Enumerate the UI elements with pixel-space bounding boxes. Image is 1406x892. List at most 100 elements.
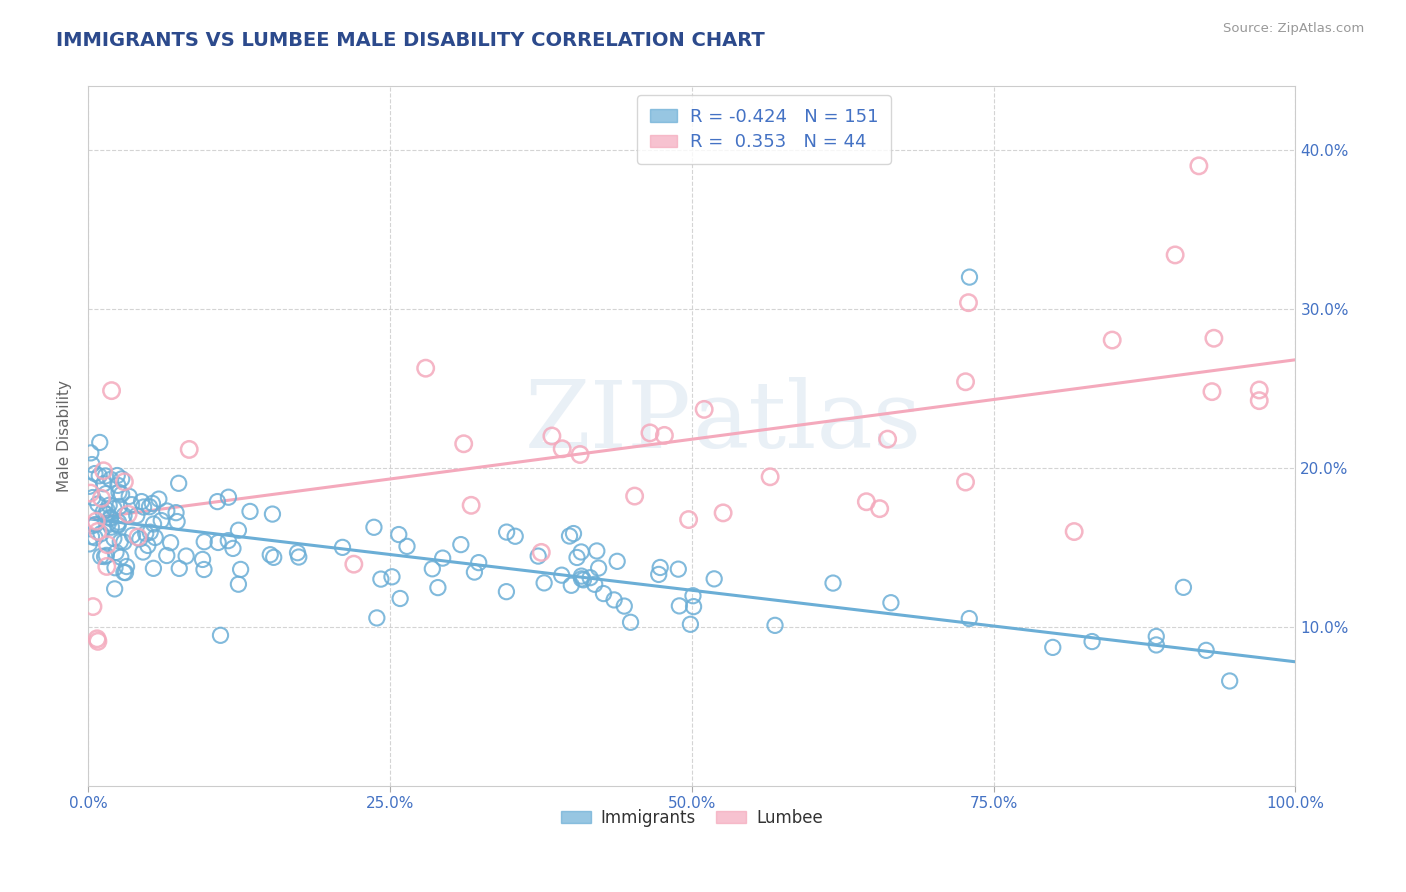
Point bbox=[287, 549, 309, 564]
Point bbox=[682, 589, 704, 603]
Point bbox=[90, 491, 112, 506]
Point bbox=[654, 428, 676, 442]
Point bbox=[541, 429, 564, 443]
Point bbox=[165, 506, 187, 520]
Point bbox=[117, 507, 139, 521]
Point bbox=[84, 514, 107, 528]
Point bbox=[100, 472, 122, 486]
Point bbox=[100, 520, 122, 534]
Point bbox=[1188, 159, 1211, 173]
Point bbox=[79, 537, 101, 551]
Point bbox=[131, 494, 153, 508]
Point bbox=[533, 575, 555, 590]
Point bbox=[565, 550, 588, 565]
Point bbox=[467, 556, 489, 570]
Point bbox=[80, 519, 103, 533]
Point bbox=[96, 549, 118, 563]
Point bbox=[98, 498, 121, 512]
Point bbox=[90, 526, 112, 541]
Point bbox=[139, 525, 162, 540]
Point bbox=[571, 569, 593, 583]
Point bbox=[142, 516, 165, 531]
Point bbox=[569, 448, 592, 462]
Point bbox=[579, 571, 602, 585]
Point bbox=[1249, 383, 1271, 397]
Point bbox=[711, 506, 734, 520]
Point bbox=[619, 615, 641, 630]
Point bbox=[150, 514, 173, 528]
Point bbox=[370, 572, 392, 586]
Point bbox=[89, 468, 111, 483]
Point bbox=[1249, 393, 1271, 408]
Point bbox=[80, 458, 103, 472]
Point bbox=[82, 599, 104, 614]
Point bbox=[666, 562, 689, 576]
Legend: Immigrants, Lumbee: Immigrants, Lumbee bbox=[554, 802, 830, 833]
Point bbox=[592, 586, 614, 600]
Point bbox=[94, 507, 117, 521]
Point bbox=[955, 375, 977, 389]
Point bbox=[100, 511, 122, 525]
Point bbox=[217, 490, 239, 504]
Point bbox=[156, 504, 179, 518]
Point bbox=[1081, 634, 1104, 648]
Point bbox=[1202, 331, 1225, 345]
Y-axis label: Male Disability: Male Disability bbox=[58, 380, 72, 492]
Point bbox=[259, 548, 281, 562]
Point bbox=[148, 492, 170, 507]
Text: atlas: atlas bbox=[692, 377, 921, 467]
Point bbox=[613, 599, 636, 613]
Point bbox=[606, 554, 628, 568]
Point bbox=[527, 549, 550, 563]
Point bbox=[96, 559, 118, 574]
Point bbox=[132, 500, 155, 514]
Point bbox=[91, 505, 114, 519]
Point bbox=[648, 567, 671, 582]
Point bbox=[96, 538, 118, 552]
Point bbox=[89, 435, 111, 450]
Point bbox=[395, 540, 418, 554]
Point bbox=[166, 515, 188, 529]
Text: Source: ZipAtlas.com: Source: ZipAtlas.com bbox=[1223, 22, 1364, 36]
Point bbox=[114, 566, 136, 580]
Point bbox=[460, 498, 482, 512]
Point bbox=[87, 524, 110, 539]
Point bbox=[138, 500, 160, 514]
Point bbox=[550, 568, 572, 582]
Point bbox=[104, 560, 127, 574]
Point bbox=[167, 561, 190, 575]
Point bbox=[263, 550, 285, 565]
Point bbox=[159, 535, 181, 549]
Point bbox=[453, 436, 475, 450]
Text: IMMIGRANTS VS LUMBEE MALE DISABILITY CORRELATION CHART: IMMIGRANTS VS LUMBEE MALE DISABILITY COR… bbox=[56, 31, 765, 50]
Point bbox=[156, 549, 179, 563]
Point bbox=[821, 576, 844, 591]
Point bbox=[763, 618, 786, 632]
Point bbox=[880, 596, 903, 610]
Point bbox=[207, 494, 229, 508]
Point bbox=[959, 270, 981, 285]
Point bbox=[228, 577, 250, 591]
Point bbox=[585, 544, 607, 558]
Point bbox=[432, 551, 454, 566]
Point bbox=[463, 565, 485, 579]
Point bbox=[571, 572, 593, 586]
Point bbox=[262, 507, 284, 521]
Point bbox=[79, 486, 101, 500]
Point bbox=[389, 591, 412, 606]
Point bbox=[560, 578, 582, 592]
Point bbox=[1144, 629, 1167, 643]
Point bbox=[121, 528, 143, 542]
Point bbox=[228, 523, 250, 537]
Point bbox=[495, 525, 517, 540]
Point bbox=[551, 442, 574, 456]
Point bbox=[366, 611, 388, 625]
Point bbox=[93, 464, 115, 478]
Point bbox=[108, 500, 131, 514]
Point bbox=[98, 510, 121, 524]
Point bbox=[110, 534, 132, 549]
Point bbox=[572, 573, 595, 587]
Point bbox=[94, 469, 117, 483]
Point bbox=[638, 425, 661, 440]
Point bbox=[112, 535, 135, 549]
